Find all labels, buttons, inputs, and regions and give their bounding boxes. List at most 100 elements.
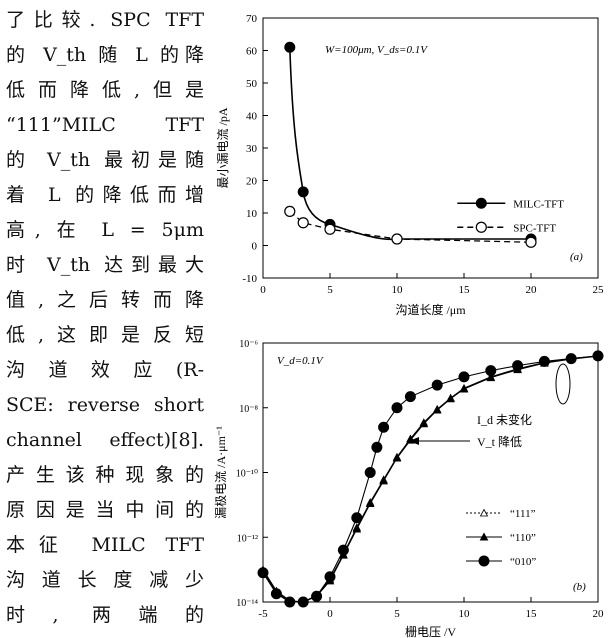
x-tick-label: 10 [392, 284, 404, 296]
data-point [592, 350, 604, 362]
x-tick-label: 5 [327, 284, 333, 296]
y-tick-label: 10⁻¹⁰ [236, 469, 258, 480]
text-line: “111”MILC TFT [6, 114, 204, 136]
data-point [311, 590, 323, 602]
data-point [257, 567, 269, 579]
data-point [324, 223, 336, 235]
series-line [262, 355, 599, 603]
x-axis-label: 栅电压 /V [405, 624, 456, 638]
legend-label: SPC-TFT [513, 222, 556, 234]
data-point [479, 532, 489, 541]
y-tick-label: 10⁻¹⁴ [236, 598, 258, 609]
data-point [324, 571, 336, 583]
data-point [391, 233, 403, 245]
y-tick-label: 50 [246, 78, 258, 90]
body-text-column: 了比较. SPC TFT 的 V_th 随 L 的降 低而降低,但是 “111”… [0, 0, 205, 638]
series-milc-tft [284, 41, 537, 245]
text-line: SCE: reverse short [6, 394, 204, 416]
text-line: 沟道长度减少 [6, 569, 204, 591]
annotation-id-unchanged: I_d 未变化 [477, 412, 532, 427]
arrow-head [409, 437, 419, 445]
series-111 [258, 351, 603, 606]
legend: MILC-TFT SPC-TFT [457, 197, 564, 234]
y-tick-label: 10⁻¹² [237, 533, 258, 544]
data-point [297, 217, 309, 229]
annotation-vt-lowered: V_t 降低 [477, 435, 522, 449]
text-line: 高, 在 L = 5μm [6, 219, 204, 241]
text-line: 沟道效应(R- [6, 359, 204, 381]
chart-annotation: V_d=0.1V [277, 355, 324, 367]
data-point [379, 476, 388, 485]
data-point [475, 221, 487, 233]
data-point [458, 371, 470, 383]
data-point [297, 186, 309, 198]
legend: “111” “110” “010” [466, 508, 536, 568]
y-tick-label: 40 [246, 111, 258, 123]
series-010 [257, 350, 604, 608]
data-point [404, 391, 416, 403]
data-point [284, 205, 296, 217]
text-line: 时, 两端的 [6, 604, 204, 626]
y-tick-label: 10⁻⁶ [239, 339, 258, 350]
text-line: 着 L 的降低而增 [6, 184, 204, 206]
text-line: 的 V_th 最初是随 [6, 149, 204, 171]
text-line: 原因是当中间的 [6, 499, 204, 521]
y-axis-label: 漏极电流 /A·μm⁻¹ [214, 426, 228, 519]
text-line: 产生该种现象的 [6, 464, 204, 486]
text-line: 了比较. SPC TFT [6, 9, 204, 31]
data-point [406, 435, 415, 444]
legend-label: “110” [510, 532, 536, 544]
x-tick-label: 0 [260, 284, 266, 296]
x-tick-label: 5 [394, 608, 400, 620]
text-line: 本征 MILC TFT [6, 534, 204, 556]
text-line: 低而降低,但是 [6, 79, 204, 101]
x-tick-label: 15 [459, 284, 471, 296]
data-point [371, 441, 383, 453]
panel-label: (a) [570, 251, 583, 263]
x-tick-label: -5 [258, 608, 268, 620]
y-tick-label: -10 [242, 273, 257, 285]
series-line [289, 47, 531, 241]
x-tick-label: 10 [459, 608, 471, 620]
text-line: 时 V_th 达到最大 [6, 254, 204, 276]
panel-label: (b) [573, 581, 586, 593]
data-point [478, 555, 490, 567]
legend-label: “111” [510, 508, 536, 520]
data-point [432, 405, 442, 414]
data-point [431, 379, 443, 391]
data-point [565, 353, 577, 365]
data-point [538, 355, 550, 367]
data-point [479, 508, 489, 517]
data-point [459, 384, 469, 393]
data-point [486, 373, 496, 382]
x-tick-label: 0 [327, 608, 333, 620]
x-tick-label: 25 [593, 284, 605, 296]
y-axis-label: 最小漏电流 /pA [216, 107, 230, 188]
data-point [297, 596, 309, 608]
data-point [284, 41, 296, 53]
data-point [446, 394, 455, 403]
text-line: channel effect)[8]. [6, 429, 204, 451]
chart-annotation: W=100μm, V_ds=0.1V [325, 44, 428, 56]
text-line: 低,这即是反短 [6, 324, 204, 346]
y-tick-label: 0 [252, 241, 258, 253]
x-tick-label: 20 [526, 284, 538, 296]
data-point [378, 421, 390, 433]
legend-label: “010” [510, 556, 536, 568]
series-line [262, 355, 599, 603]
data-point [475, 197, 487, 209]
y-tick-label: 70 [246, 13, 258, 25]
x-tick-label: 15 [526, 608, 538, 620]
data-point [419, 419, 429, 428]
x-axis-label: 沟道长度 /μm [395, 302, 466, 317]
text-line: 值,之后转而降 [6, 289, 204, 311]
ellipse-marker [555, 363, 571, 405]
series-line [262, 355, 599, 603]
data-point [270, 588, 282, 600]
data-point [284, 596, 296, 608]
data-point [391, 402, 403, 414]
data-point [485, 365, 497, 377]
text-line: 的 V_th 随 L 的降 [6, 44, 204, 66]
